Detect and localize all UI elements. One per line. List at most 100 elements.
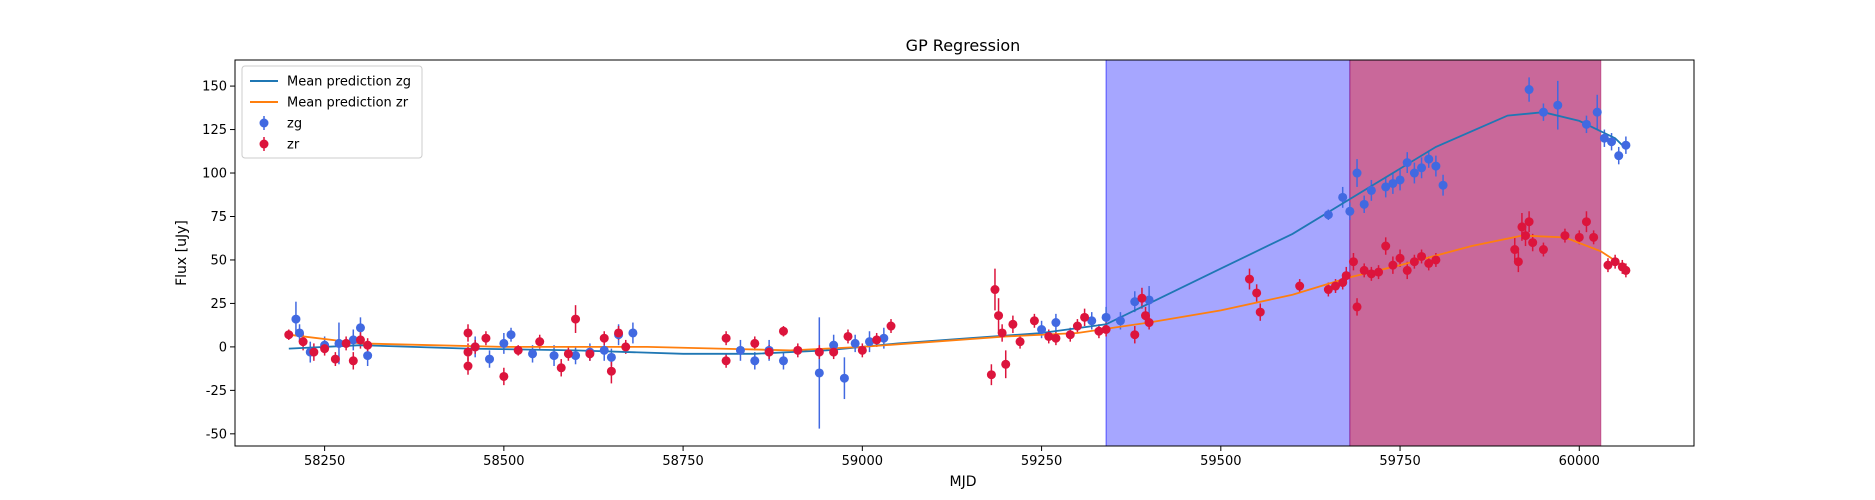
zr-point <box>1044 331 1054 341</box>
zr-point <box>1374 267 1384 277</box>
zr-point <box>1603 260 1613 270</box>
x-tick-label: 59750 <box>1379 454 1420 469</box>
zr-point <box>481 333 491 343</box>
zr-point <box>1560 231 1570 241</box>
zr-point <box>1431 255 1441 265</box>
zr-point <box>1621 265 1631 275</box>
zr-point <box>463 347 473 357</box>
zg-point <box>506 330 516 340</box>
zg-point <box>1402 158 1412 168</box>
zr-point <box>1080 312 1090 322</box>
zg-point <box>355 323 365 333</box>
zr-point <box>994 311 1004 321</box>
zr-point <box>309 347 319 357</box>
zr-point <box>330 354 340 364</box>
zr-point <box>721 333 731 343</box>
zg-point <box>1388 178 1398 188</box>
shaded-regions <box>1105 59 1602 447</box>
zr-point <box>463 328 473 338</box>
zg-point <box>1438 180 1448 190</box>
zr-point <box>1001 359 1011 369</box>
zg-point <box>1087 316 1097 326</box>
y-axis-label: Flux [uJy] <box>174 220 190 286</box>
legend-label: zg <box>287 117 302 132</box>
zr-point <box>1295 281 1305 291</box>
zg-point <box>1431 161 1441 171</box>
zr-point <box>556 363 566 373</box>
zr-point <box>1517 222 1527 232</box>
zr-point <box>348 356 358 366</box>
y-tick-label: -50 <box>206 427 227 442</box>
zr-point <box>1521 231 1531 241</box>
x-tick-label: 58250 <box>304 454 345 469</box>
zg-point <box>839 373 849 383</box>
zg-point <box>1395 175 1405 185</box>
zr-point <box>355 335 365 345</box>
mean-prediction-line-zg <box>288 111 1623 355</box>
zr-point <box>1244 274 1254 284</box>
zr-point <box>535 337 545 347</box>
zg-point <box>1581 119 1591 129</box>
zr-point <box>778 326 788 336</box>
zr-point <box>614 328 624 338</box>
zr-point <box>872 335 882 345</box>
zr-point <box>1015 337 1025 347</box>
chart-title: GP Regression <box>906 36 1021 55</box>
shaded-region-2 <box>1349 59 1602 447</box>
zg-point <box>1051 318 1061 328</box>
zr-point <box>1366 269 1376 279</box>
zr-point <box>1424 258 1434 268</box>
legend-box <box>241 65 423 159</box>
zg-point <box>628 328 638 338</box>
zg-point <box>1345 206 1355 216</box>
y-tick-label: 150 <box>202 80 227 95</box>
zg-point <box>334 338 344 348</box>
zr-point <box>1589 232 1599 242</box>
zg-point <box>1037 325 1047 335</box>
zg-point <box>1359 199 1369 209</box>
zg-point <box>348 335 358 345</box>
zr-point <box>341 338 351 348</box>
x-tick-label: 60000 <box>1559 454 1600 469</box>
zr-point <box>990 285 1000 295</box>
zg-point <box>850 338 860 348</box>
zr-point <box>585 349 595 359</box>
zg-point <box>778 356 788 366</box>
zg-point <box>1130 297 1140 307</box>
y-tick-label: 100 <box>202 167 227 182</box>
zg-point <box>291 314 301 324</box>
x-tick-label: 58500 <box>483 454 524 469</box>
zr-point <box>750 338 760 348</box>
zg-point <box>1366 185 1376 195</box>
zr-point <box>320 344 330 354</box>
zr-point <box>1348 257 1358 267</box>
zg-point <box>1115 316 1125 326</box>
zr-point <box>814 347 824 357</box>
zg-point <box>1553 100 1563 110</box>
y-tick-label: 75 <box>210 210 227 225</box>
zr-point <box>1323 285 1333 295</box>
zr-point <box>986 370 996 380</box>
zg-point <box>295 328 305 338</box>
zg-point <box>1621 140 1631 150</box>
zr-point <box>1381 241 1391 251</box>
y-axis-ticks: -50 -25 0 25 50 75 100 125 150 <box>202 80 235 442</box>
prediction-lines <box>288 111 1623 355</box>
zr-point <box>793 345 803 355</box>
y-tick-label: -25 <box>206 384 227 399</box>
legend-swatch-marker <box>259 139 269 149</box>
legend-label: Mean prediction zr <box>287 96 409 111</box>
zr-point <box>1359 265 1369 275</box>
zg-point <box>549 351 559 361</box>
zg-point <box>1417 163 1427 173</box>
zr-point <box>284 330 294 340</box>
x-tick-label: 59500 <box>1200 454 1241 469</box>
x-tick-label: 59250 <box>1021 454 1062 469</box>
zr-point <box>1094 326 1104 336</box>
zr-point <box>298 337 308 347</box>
x-tick-label: 58750 <box>662 454 703 469</box>
zr-point <box>1051 333 1061 343</box>
zr-point <box>1409 257 1419 267</box>
y-tick-label: 50 <box>210 253 227 268</box>
